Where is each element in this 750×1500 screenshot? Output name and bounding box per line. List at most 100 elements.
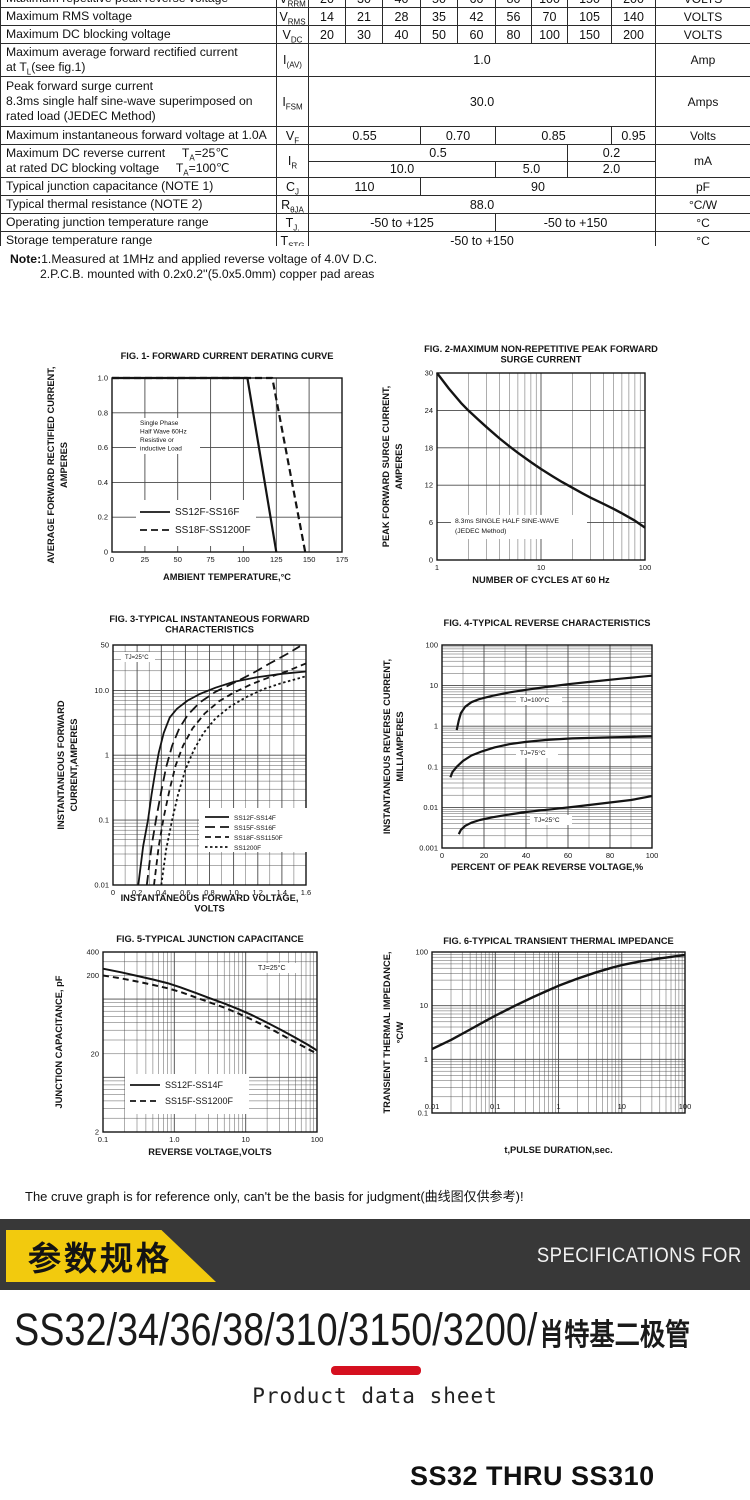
curve-SS1200F xyxy=(160,675,307,886)
y-tick-label: 100 xyxy=(415,948,428,957)
y-tick-label: 1 xyxy=(105,751,109,760)
plot-frame xyxy=(436,372,646,561)
x-tick-label: 0.1 xyxy=(490,1102,500,1111)
annotation: TJ=25°C xyxy=(125,655,149,661)
table-row: Maximum repetitive peak reverse voltageV… xyxy=(0,0,750,8)
symbol-cell: IR xyxy=(276,144,309,178)
y-tick-label: 50 xyxy=(101,641,109,650)
annotation-bg xyxy=(516,748,558,758)
annotation: Single Phase xyxy=(140,420,179,427)
legend-bg xyxy=(199,808,311,852)
value-cell: 0.2 xyxy=(567,144,656,162)
x-tick-label: 0.4 xyxy=(156,888,166,897)
curve-SS15F-SS1200F xyxy=(102,974,318,1055)
table-row: Maximum DC blocking voltage VDC 20 30 40 50 60… xyxy=(0,25,750,44)
y-tick-label: 30 xyxy=(425,369,433,378)
y-tick-label: 6 xyxy=(429,518,433,527)
x-axis-label: t,PULSE DURATION,sec. xyxy=(504,1145,612,1155)
fig4-typical-reverse-characteristics: 0 20 40 60 80 100 0.001 0.01 0.1 1 10 100 FIG. 4-TYP… xyxy=(375,610,720,878)
table-row: Typical thermal resistance (NOTE 2) RθJA 8… xyxy=(0,195,750,214)
plot-frame xyxy=(431,951,686,1114)
unit-cell: Volts xyxy=(655,126,750,145)
y-tick-label: 0.1 xyxy=(428,762,438,771)
series-group xyxy=(137,645,307,886)
x-tick-label: 1.0 xyxy=(169,1135,179,1144)
y-tick-label: 24 xyxy=(425,406,433,415)
x-tick-label: 175 xyxy=(336,555,349,564)
value-cell: 30.0 xyxy=(308,76,656,127)
curve-note: The cruve graph is for reference only, c… xyxy=(25,1189,524,1204)
table-row: Operating junction temperature range TJ. -… xyxy=(0,213,750,232)
fig1-forward-current-derating-svg: 0 25 50 75 100 125 150 175 0 0.2 0.4 0.6 0.8 1.0 FIG. … xyxy=(46,351,349,582)
value-cell: 88.0 xyxy=(308,195,656,214)
x-tick-label: 100 xyxy=(639,563,652,572)
banner-en-title: SPECIFICATIONS FOR xyxy=(537,1244,742,1267)
x-tick-label: 40 xyxy=(522,851,530,860)
value-cell: 100 xyxy=(531,0,568,8)
legend-label: SS18F-SS1150F xyxy=(234,835,283,842)
value-cell: 60 xyxy=(457,25,496,44)
legend-label: SS12F-SS14F xyxy=(234,815,276,822)
fig5-typical-junction-capacitance: 0.1 1.0 10 100 2 20 200 400 FIG. 5-TYPICAL JUNCT… xyxy=(40,930,370,1162)
value-cell: 100 xyxy=(531,25,568,44)
x-tick-label: 25 xyxy=(141,555,149,564)
x-tick-label: 60 xyxy=(564,851,572,860)
x-tick-label: 10 xyxy=(618,1102,626,1111)
y-axis-label: TRANSIENT THERMAL IMPEDANCE, xyxy=(382,951,392,1113)
y-tick-label: 1 xyxy=(434,722,438,731)
value-cell: 20 xyxy=(308,0,346,8)
table-row: Typical junction capacitance (NOTE 1) CJ 1… xyxy=(0,177,750,196)
table-row: Maximum average forward rectified curren… xyxy=(0,43,750,77)
plot-frame xyxy=(111,377,343,553)
y-tick-label: 0.1 xyxy=(99,816,109,825)
curve-SS18F-SS1150F xyxy=(153,662,307,886)
unit-cell: VOLTS xyxy=(655,7,750,26)
series-group xyxy=(102,967,318,1055)
value-cell: 0.5 xyxy=(308,144,568,162)
value-cell: 80 xyxy=(495,25,532,44)
x-tick-label: 150 xyxy=(303,555,316,564)
y-tick-label: 20 xyxy=(91,1049,99,1058)
annotation: Resistive or xyxy=(140,437,175,444)
value-cell: 21 xyxy=(345,7,383,26)
table-row: Maximum instantaneous forward voltage at… xyxy=(0,126,750,145)
x-tick-label: 75 xyxy=(206,555,214,564)
tick-labels: 0 20 40 60 80 100 0.001 0.01 0.1 1 10 100 xyxy=(419,641,658,861)
value-cell: 50 xyxy=(420,0,458,8)
y-tick-label: 18 xyxy=(425,443,433,452)
banner-yellow-tab: 参数规格 xyxy=(6,1230,216,1282)
curve-TJ100 xyxy=(455,674,653,731)
plot-frame xyxy=(441,644,653,849)
annotation-bg xyxy=(121,652,155,662)
x-axis-label: PERCENT OF PEAK REVERSE VOLTAGE,% xyxy=(451,862,644,872)
fig1-forward-current-derating: 0 25 50 75 100 125 150 175 0 0.2 0.4 0.6 0.8 1.0 FIG. … xyxy=(40,345,370,590)
legend-bg xyxy=(136,500,256,546)
value-cell: 35 xyxy=(420,7,458,26)
x-tick-label: 0.1 xyxy=(98,1135,108,1144)
table-row: Peak forward surge current 8.3ms single h… xyxy=(0,76,750,127)
annotation: TJ=75°C xyxy=(520,749,546,757)
y-tick-label: 1.0 xyxy=(98,374,108,383)
x-tick-label: 125 xyxy=(270,555,283,564)
fig2-peak-forward-surge-current: 1 10 100 0 6 12 18 24 30 FIG. 2-MAXIMUM NON-REPET… xyxy=(375,340,720,590)
y-tick-label: 0.4 xyxy=(98,478,108,487)
y-tick-label: 0.001 xyxy=(419,844,438,853)
value-cell: 28 xyxy=(382,7,421,26)
legend-label: SS12F-SS14F xyxy=(165,1080,224,1090)
x-tick-label: 0.6 xyxy=(180,888,190,897)
symbol-cell: VRRM xyxy=(276,0,309,8)
y-axis-label: AMPERES xyxy=(394,444,404,490)
x-tick-label: 100 xyxy=(311,1135,324,1144)
y-axis-label: AVERAGE FORWARD RECTIFIED CURRENT, xyxy=(46,367,56,564)
section-banner: 参数规格 SPECIFICATIONS FOR xyxy=(0,1219,750,1290)
symbol-cell: VRMS xyxy=(276,7,309,26)
curve-TJ75 xyxy=(449,735,653,778)
value-cell: 5.0 xyxy=(495,160,568,178)
param-cell: Operating junction temperature range xyxy=(0,213,277,232)
x-tick-label: 1 xyxy=(556,1102,560,1111)
tick-labels: 0 25 50 75 100 125 150 175 0 0.2 0.4 0.6 0.8 1.0 xyxy=(98,374,349,565)
note-line-2: 2.P.C.B. mounted with 0.2x0.2''(5.0x5.0m… xyxy=(40,267,375,281)
table-row: Maximum RMS voltage VRMS 14 21 28 35 42 56 70 105… xyxy=(0,7,750,26)
series-group xyxy=(431,953,686,1051)
